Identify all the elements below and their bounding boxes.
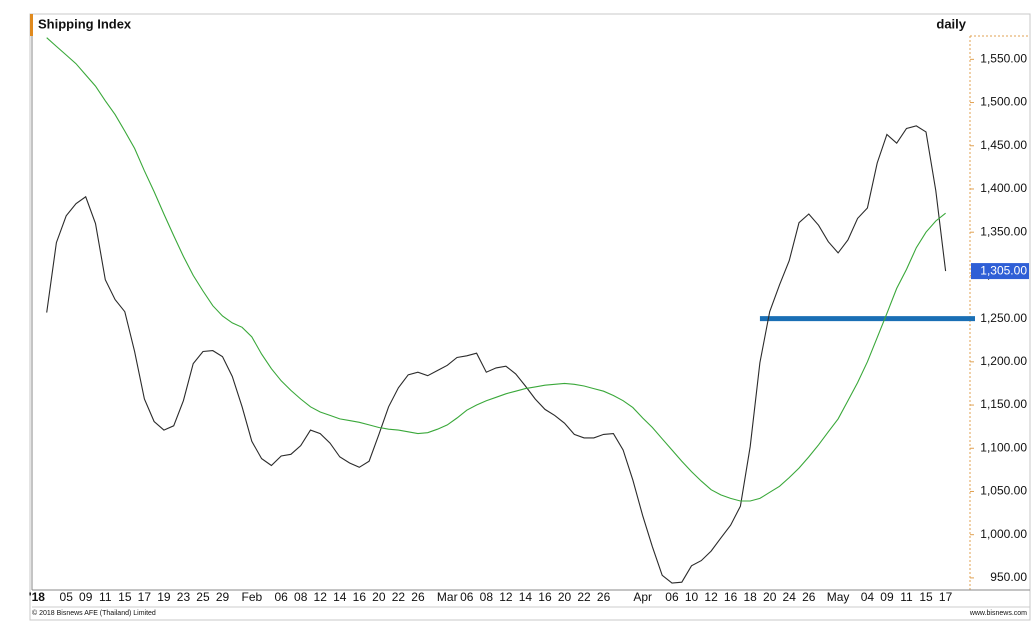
x-tick-label: 08 xyxy=(294,590,308,604)
x-tick-label: 26 xyxy=(411,590,425,604)
x-tick-label: 15 xyxy=(118,590,132,604)
x-tick-label: 05 xyxy=(60,590,74,604)
y-tick-label: 1,550.00 xyxy=(980,52,1027,66)
y-tick-label: 1,500.00 xyxy=(980,95,1027,109)
x-tick-label: 20 xyxy=(558,590,572,604)
x-tick-label: 06 xyxy=(460,590,474,604)
y-tick-label: 950.00 xyxy=(990,570,1027,584)
y-tick-label: 1,400.00 xyxy=(980,181,1027,195)
x-tick-label: 16 xyxy=(353,590,367,604)
y-tick-label: 1,000.00 xyxy=(980,527,1027,541)
x-tick-label: 22 xyxy=(577,590,591,604)
x-tick-label: 26 xyxy=(802,590,816,604)
x-tick-label: 09 xyxy=(79,590,93,604)
x-tick-label: '18 xyxy=(29,590,46,604)
title-marker xyxy=(30,14,33,36)
x-tick-label: 19 xyxy=(157,590,171,604)
x-tick-label: 16 xyxy=(538,590,552,604)
y-tick-label: 1,050.00 xyxy=(980,484,1027,498)
x-tick-label: 12 xyxy=(704,590,718,604)
x-tick-label: Feb xyxy=(242,590,263,604)
x-tick-label: 20 xyxy=(372,590,386,604)
x-tick-label: Apr xyxy=(633,590,652,604)
x-tick-label: 29 xyxy=(216,590,230,604)
x-tick-label: 24 xyxy=(783,590,797,604)
x-tick-label: 15 xyxy=(919,590,933,604)
x-tick-label: 23 xyxy=(177,590,191,604)
x-tick-label: 16 xyxy=(724,590,738,604)
x-tick-label: 20 xyxy=(763,590,777,604)
y-tick-label: 1,350.00 xyxy=(980,224,1027,238)
x-tick-label: 04 xyxy=(861,590,875,604)
x-tick-label: 14 xyxy=(519,590,533,604)
y-tick-label: 1,250.00 xyxy=(980,311,1027,325)
y-tick-label: 1,100.00 xyxy=(980,440,1027,454)
series-line xyxy=(46,37,946,502)
x-tick-label: 26 xyxy=(597,590,611,604)
x-tick-label: 06 xyxy=(274,590,288,604)
x-tick-label: 06 xyxy=(665,590,679,604)
x-tick-label: 12 xyxy=(314,590,328,604)
x-tick-label: 11 xyxy=(900,590,913,604)
x-tick-label: 12 xyxy=(499,590,513,604)
last-value-box xyxy=(971,263,1029,280)
last-value-label: 1,305.00 xyxy=(980,263,1027,277)
x-tick-label: Mar xyxy=(437,590,458,604)
y-tick-label: 1,450.00 xyxy=(980,138,1027,152)
x-tick-label: 25 xyxy=(196,590,210,604)
x-tick-label: May xyxy=(827,590,850,604)
x-tick-label: 17 xyxy=(939,590,953,604)
series-line xyxy=(46,125,947,584)
y-tick-label: 1,150.00 xyxy=(980,397,1027,411)
x-tick-label: 08 xyxy=(480,590,494,604)
x-tick-label: 10 xyxy=(685,590,699,604)
x-tick-label: 09 xyxy=(880,590,894,604)
x-tick-label: 22 xyxy=(392,590,406,604)
x-tick-label: 17 xyxy=(138,590,152,604)
copyright: © 2018 Bisnews AFE (Thailand) Limited xyxy=(32,609,156,617)
x-tick-label: 14 xyxy=(333,590,347,604)
source-url: www.bisnews.com xyxy=(969,610,1027,617)
x-tick-label: 11 xyxy=(99,590,112,604)
chart-title: Shipping Index xyxy=(38,16,132,31)
period-label: daily xyxy=(936,16,966,31)
x-tick-label: 18 xyxy=(743,590,757,604)
y-tick-label: 1,200.00 xyxy=(980,354,1027,368)
